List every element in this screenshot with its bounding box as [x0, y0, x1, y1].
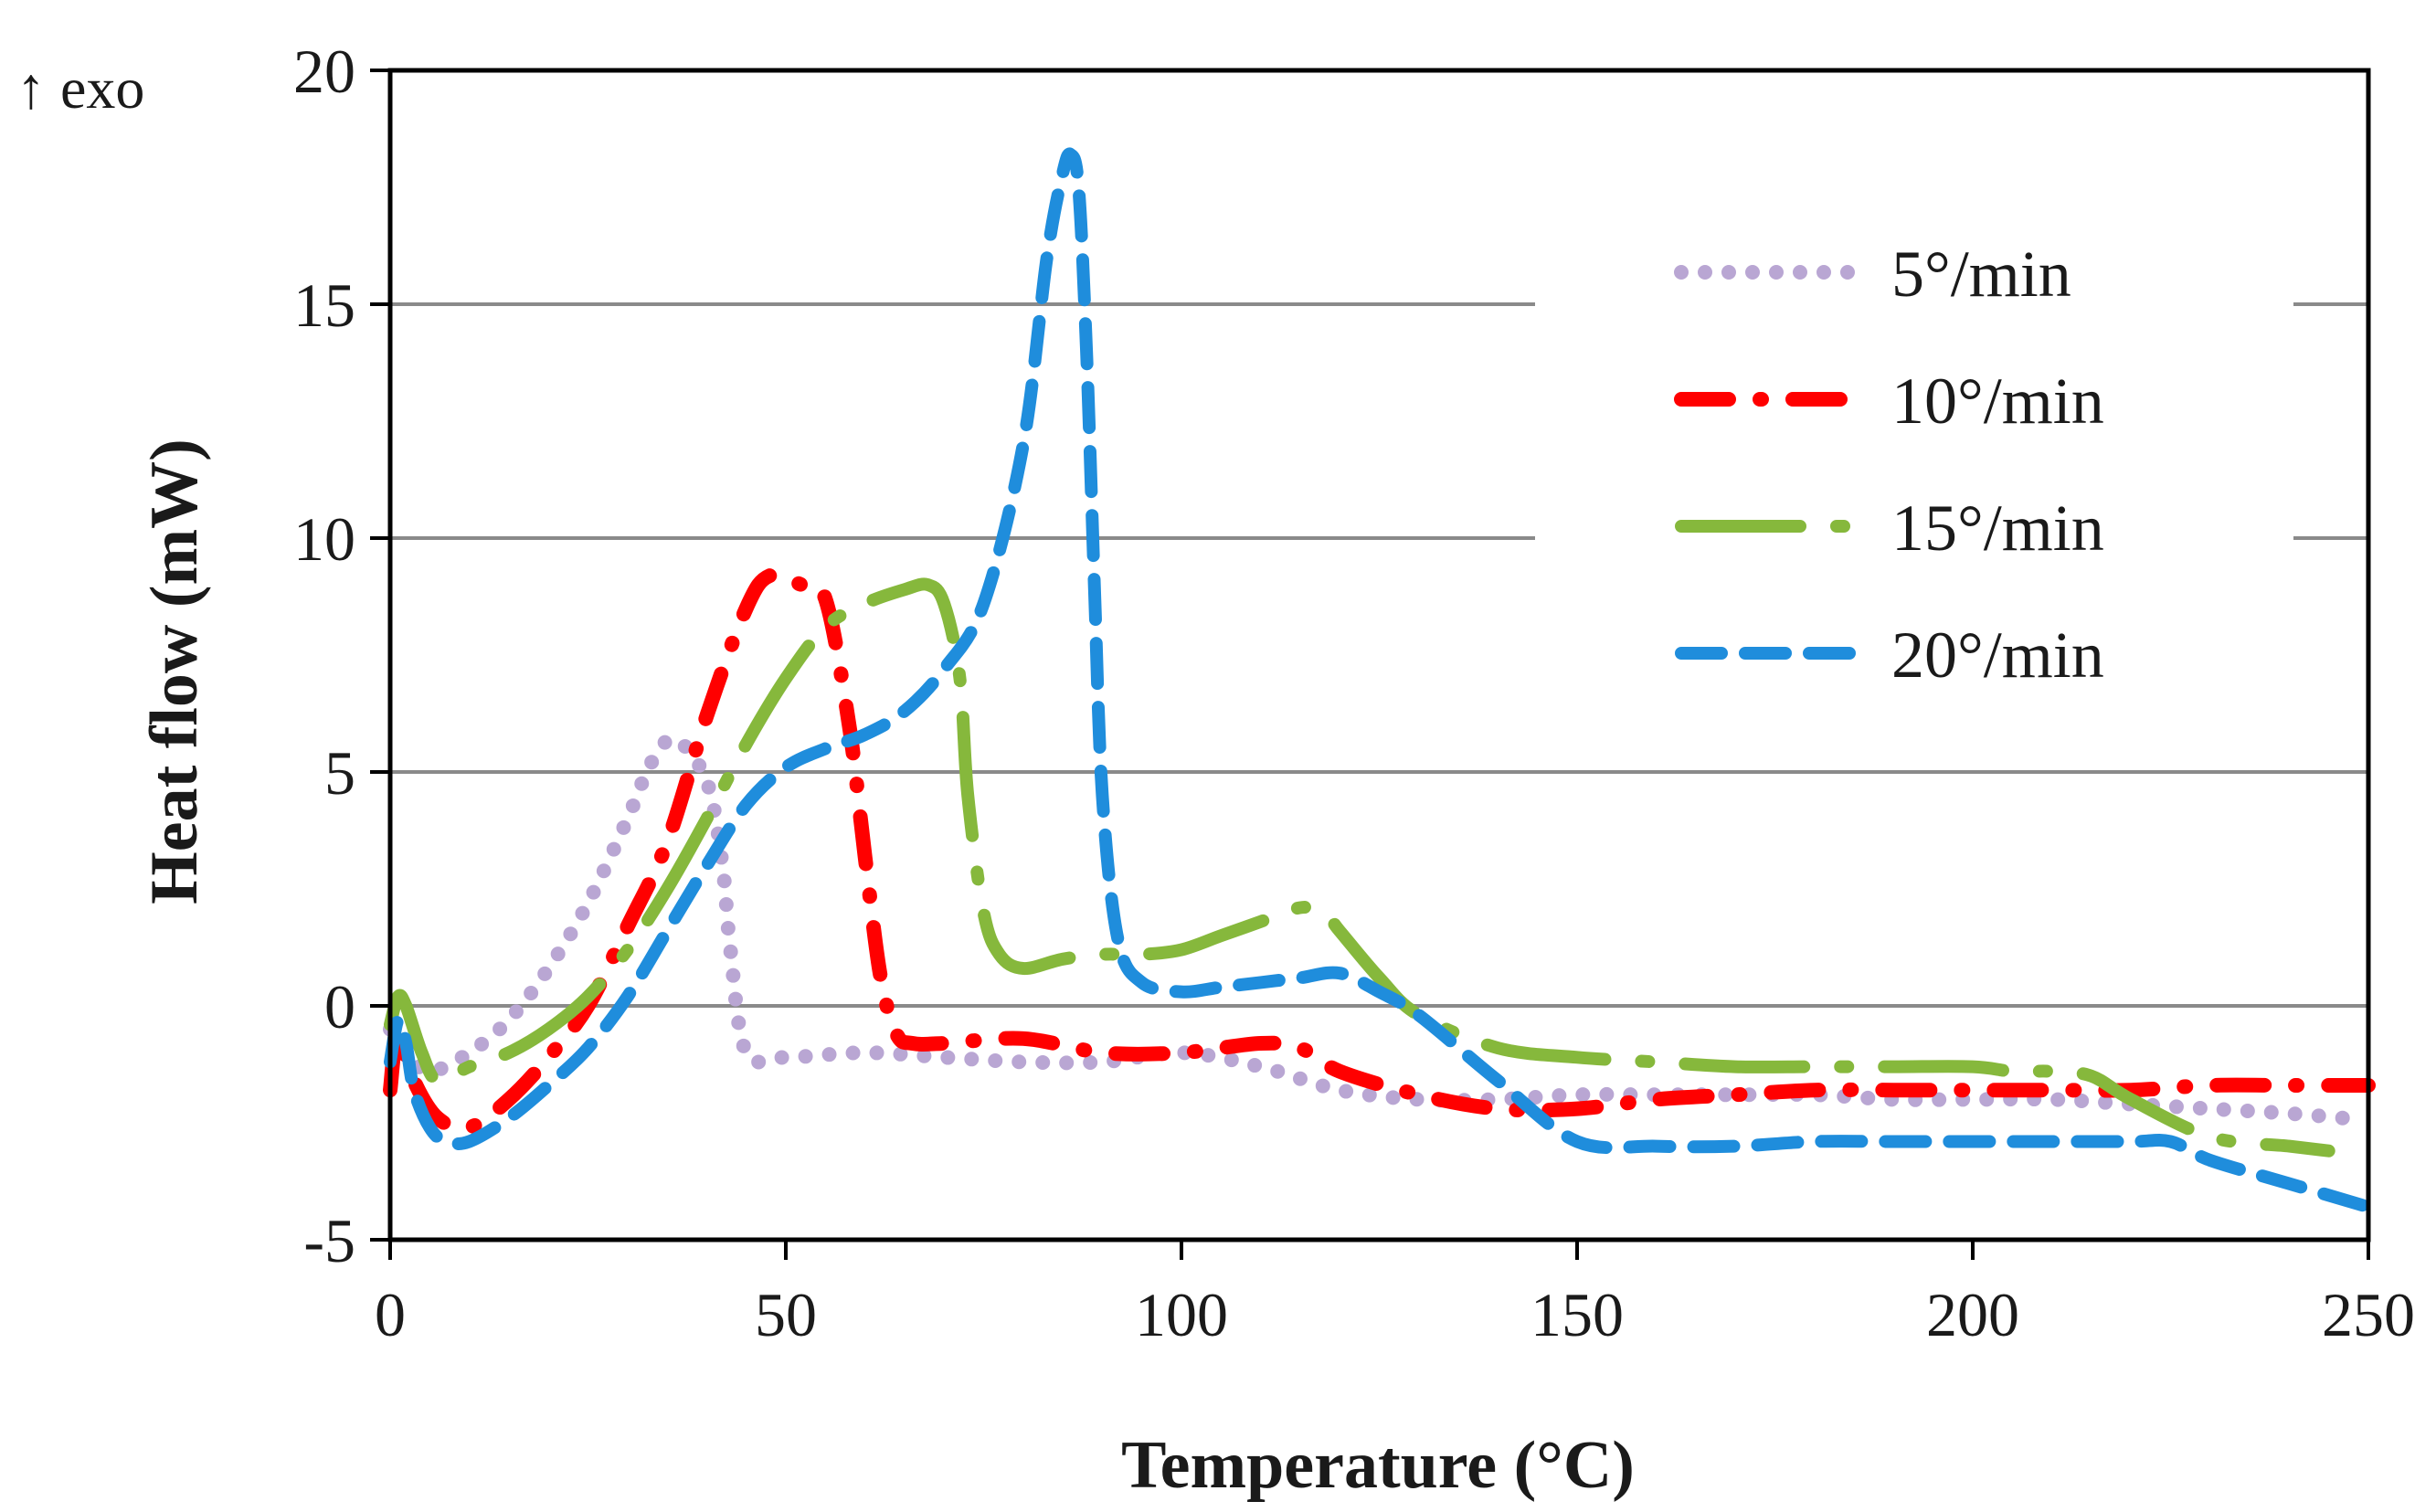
x-tick-label: 200: [1926, 1280, 2019, 1349]
x-tick-label: 50: [755, 1280, 817, 1349]
y-axis: -5 0 5 10 15 20: [293, 37, 390, 1275]
y-tick-label: 0: [324, 972, 355, 1041]
series-line: [384, 147, 2375, 1214]
y-tick-label: 15: [293, 270, 355, 340]
legend-label: 5°/min: [1891, 238, 2071, 311]
y-tick-label: 20: [293, 37, 355, 106]
x-axis-title: Temperature (°C): [1121, 1428, 1635, 1503]
x-tick-label: 150: [1530, 1280, 1624, 1349]
y-tick-label: 5: [324, 738, 355, 808]
series-layer: [383, 147, 2376, 1214]
legend-label: 20°/min: [1891, 619, 2104, 692]
y-tick-label: -5: [303, 1206, 355, 1275]
x-tick-label: 250: [2322, 1280, 2415, 1349]
legend: 5°/min 10°/min 15°/min 20°/min: [1674, 238, 2104, 692]
x-tick-label: 100: [1135, 1280, 1228, 1349]
x-axis: 0 50 100 150 200 250: [375, 1240, 2415, 1349]
legend-label: 10°/min: [1891, 365, 2104, 438]
y-tick-label: 10: [293, 504, 355, 574]
legend-label: 15°/min: [1891, 492, 2104, 565]
series-line: [384, 577, 2335, 1158]
plot-frame: [387, 68, 2371, 1242]
legend-background: [1535, 192, 2293, 736]
x-tick-label: 0: [375, 1280, 406, 1349]
exo-label: ↑ exo: [16, 56, 144, 121]
y-axis-title: Heat flow (mW): [137, 439, 212, 904]
series-line: [383, 731, 2352, 1126]
